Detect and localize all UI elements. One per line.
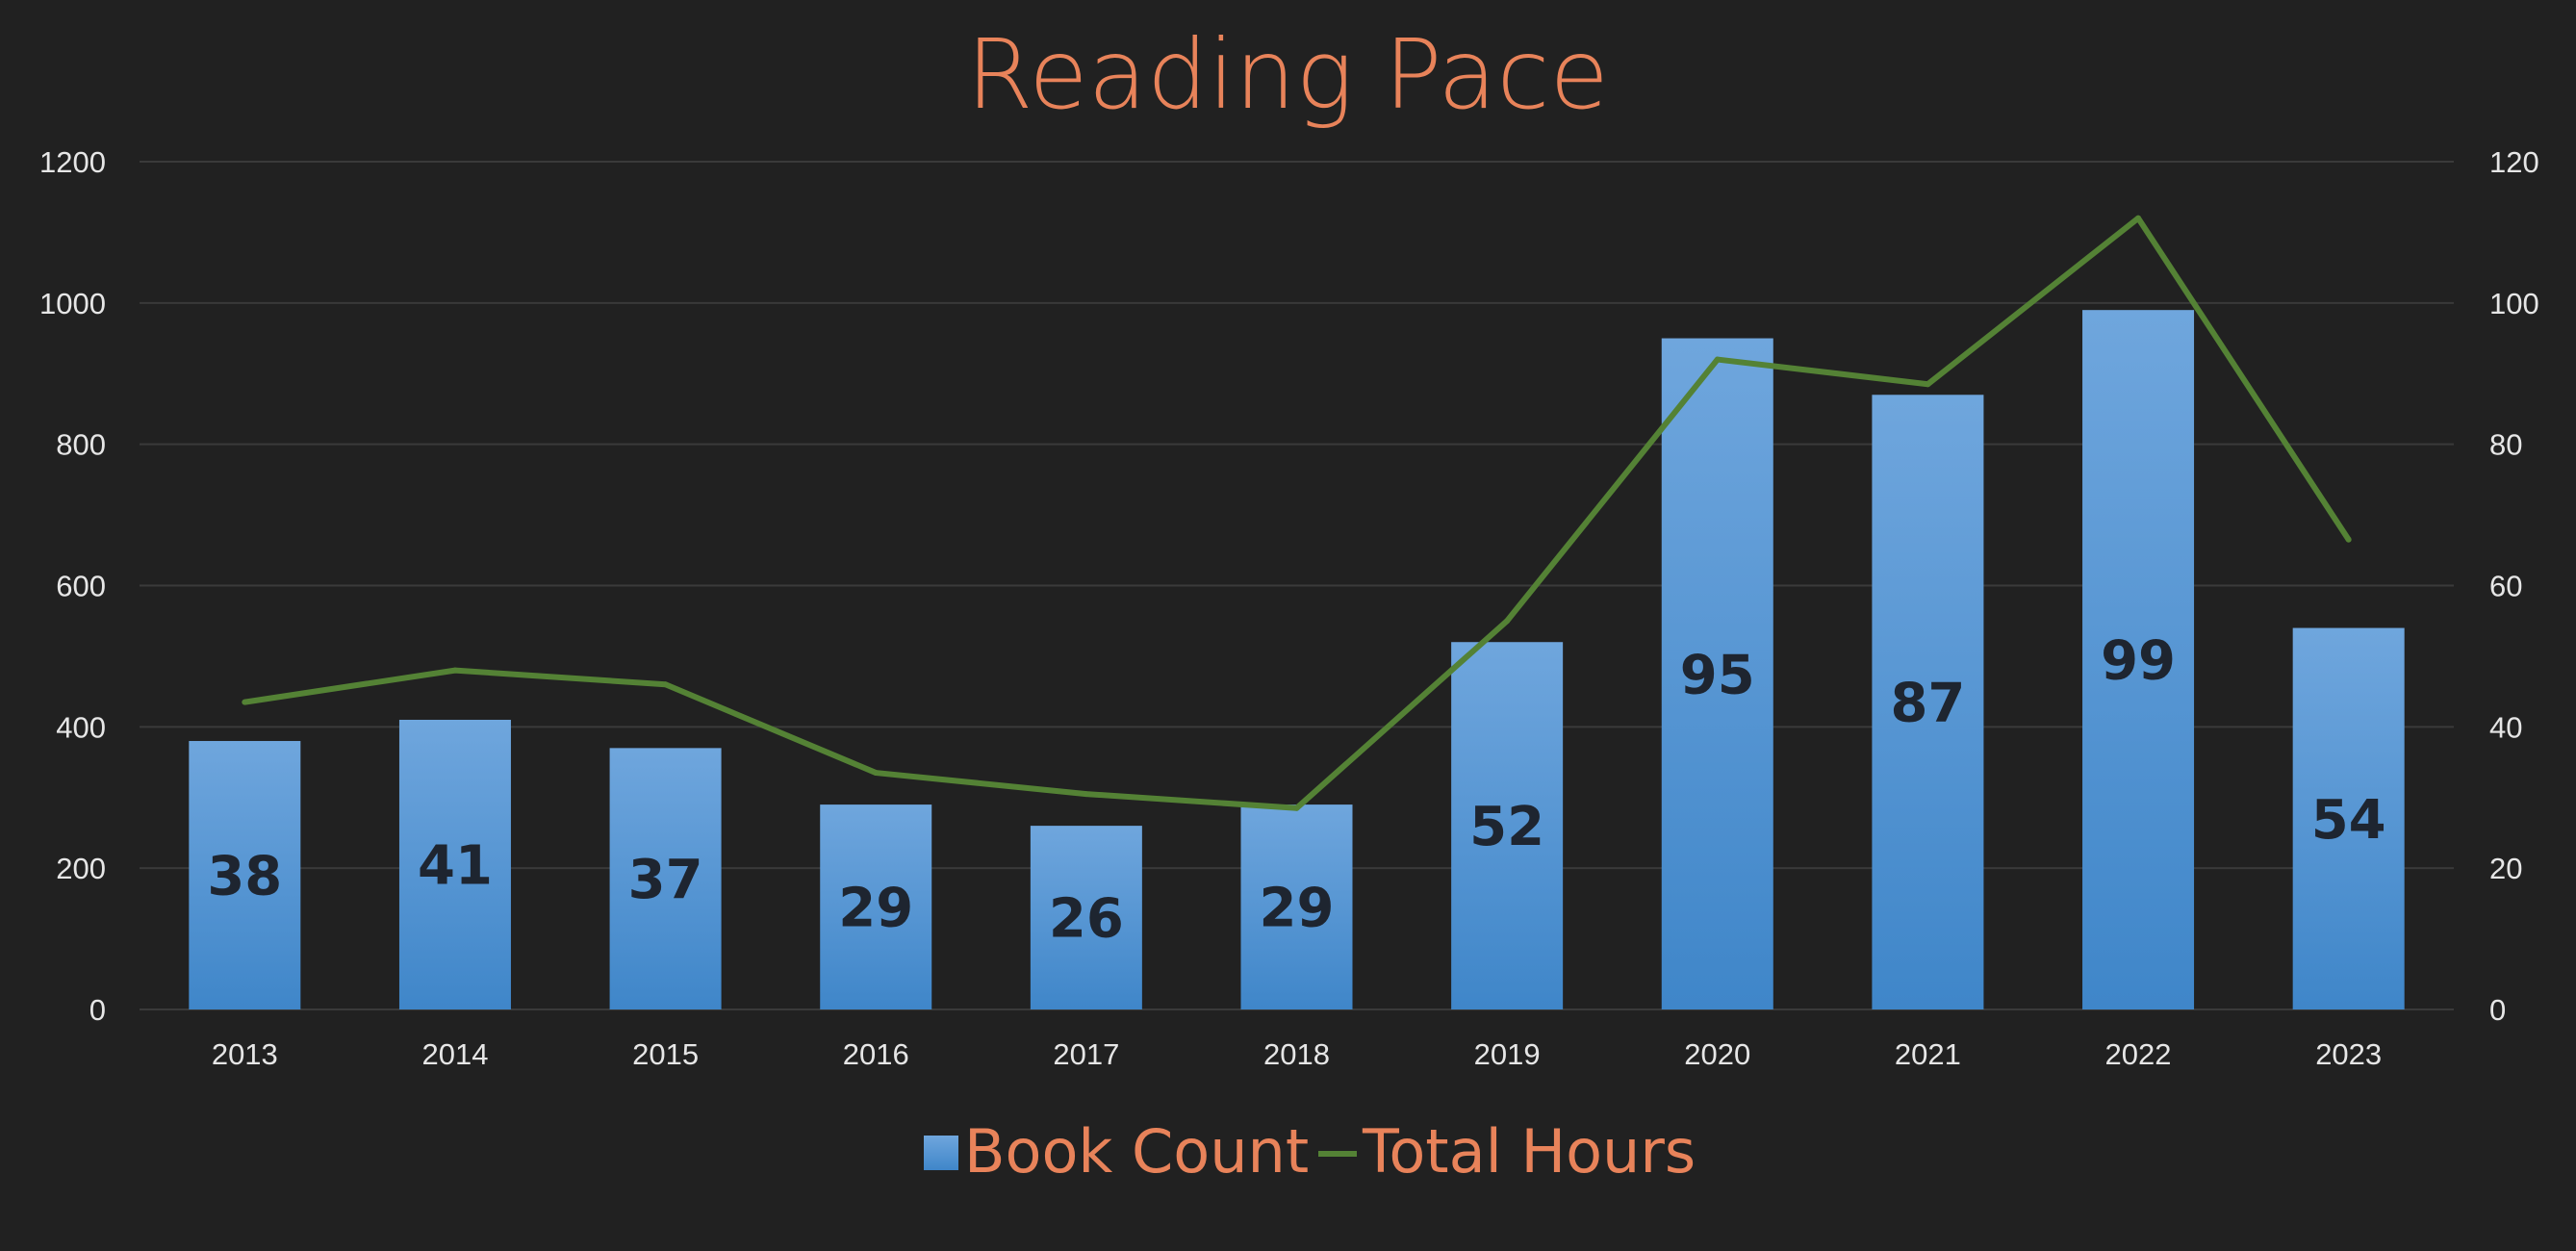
bar xyxy=(189,741,301,1009)
line-point xyxy=(1925,381,1931,388)
line-point xyxy=(2135,215,2142,221)
y-left-tick-label: 400 xyxy=(56,710,106,744)
line-point xyxy=(1083,791,1089,798)
axis-labels: 0 200 400 600 800 1000 1200 0 20 40 60 80 100 120 2013… xyxy=(39,145,2539,1071)
bar xyxy=(1661,338,1773,1010)
legend-label-total-hours: Total Hours xyxy=(1362,1116,1696,1187)
bar xyxy=(609,748,722,1009)
x-tick-label: 2016 xyxy=(843,1037,909,1071)
y-left-tick-label: 0 xyxy=(89,993,106,1027)
line-point xyxy=(2345,536,2352,543)
line-series xyxy=(242,215,2352,811)
chart-title: Reading Pace xyxy=(966,18,1609,131)
bar xyxy=(398,719,511,1009)
line-point xyxy=(242,699,248,705)
bar-data-label: 99 xyxy=(2101,630,2176,693)
y-right-tick-label: 20 xyxy=(2489,852,2522,885)
x-tick-label: 2015 xyxy=(632,1037,699,1071)
line-point xyxy=(873,770,880,777)
x-tick-label: 2014 xyxy=(421,1037,488,1071)
bar-data-label: 87 xyxy=(1890,673,1965,735)
line-point xyxy=(662,681,669,688)
bar xyxy=(1451,642,1564,1009)
bar-series xyxy=(189,310,2405,1010)
bar-data-label: 26 xyxy=(1049,888,1124,951)
y-left-tick-label: 200 xyxy=(56,852,106,885)
legend: Book Count Total Hours xyxy=(924,1116,1696,1187)
legend-swatch-book-count xyxy=(924,1136,958,1170)
bar-data-label: 38 xyxy=(207,846,282,908)
x-tick-label: 2023 xyxy=(2315,1037,2382,1071)
bar-data-label: 52 xyxy=(1469,796,1544,858)
bar-data-label: 54 xyxy=(2311,789,2386,852)
y-left-tick-label: 1200 xyxy=(39,145,106,179)
bar xyxy=(1240,804,1353,1009)
y-right-tick-label: 80 xyxy=(2489,428,2522,462)
bar-data-label: 37 xyxy=(628,849,703,911)
bar-data-label: 41 xyxy=(418,834,493,897)
legend-label-book-count: Book Count xyxy=(964,1116,1309,1187)
line-point xyxy=(1504,618,1511,625)
y-left-tick-label: 600 xyxy=(56,570,106,603)
data-labels: 38 41 37 29 26 29 52 95 87 99 54 xyxy=(207,630,2385,951)
y-left-tick-label: 800 xyxy=(56,428,106,462)
bar-data-label: 95 xyxy=(1680,644,1755,706)
bar-data-label: 29 xyxy=(838,878,913,940)
y-right-tick-label: 120 xyxy=(2489,145,2539,179)
line-point xyxy=(1293,804,1300,811)
x-tick-label: 2020 xyxy=(1684,1037,1750,1071)
line-point xyxy=(451,667,458,674)
bar xyxy=(1030,826,1142,1009)
x-tick-label: 2021 xyxy=(1895,1037,1961,1071)
x-tick-label: 2019 xyxy=(1474,1037,1541,1071)
bar xyxy=(1872,395,1984,1009)
y-right-tick-label: 0 xyxy=(2489,993,2506,1027)
bar xyxy=(2082,310,2195,1009)
y-right-tick-label: 40 xyxy=(2489,710,2522,744)
line-total-hours xyxy=(243,215,2352,811)
y-right-tick-label: 60 xyxy=(2489,570,2522,603)
x-tick-label: 2022 xyxy=(2105,1037,2172,1071)
x-tick-label: 2017 xyxy=(1053,1037,1119,1071)
bar xyxy=(820,804,932,1009)
bar xyxy=(2292,627,2405,1009)
bar-data-label: 29 xyxy=(1260,878,1335,940)
x-tick-label: 2013 xyxy=(212,1037,278,1071)
y-left-tick-label: 1000 xyxy=(39,287,106,320)
line-point xyxy=(1714,356,1721,363)
y-right-tick-label: 100 xyxy=(2489,287,2539,320)
x-tick-label: 2018 xyxy=(1263,1037,1330,1071)
gridlines xyxy=(140,161,2454,1010)
